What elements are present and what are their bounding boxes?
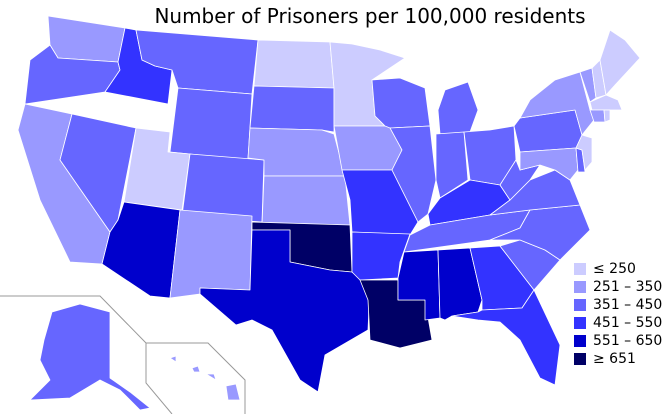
state-nd[interactable] [253, 39, 335, 89]
state-nm[interactable] [169, 209, 253, 299]
hawaii-inset-border-right [146, 342, 246, 414]
hawaii-inset-border [145, 343, 173, 414]
legend-label: 551 – 650 [593, 333, 663, 349]
legend-swatch [574, 335, 586, 347]
legend-item: ≥ 651 [574, 350, 662, 368]
legend-item: 251 – 350 [574, 278, 662, 296]
state-il[interactable] [389, 125, 437, 223]
alaska-inset-border [0, 295, 147, 344]
state-ks[interactable] [261, 175, 351, 226]
state-sd[interactable] [249, 85, 335, 133]
legend-label: 351 – 450 [593, 297, 663, 313]
state-hi[interactable] [169, 355, 241, 401]
legend-item: ≤ 250 [574, 260, 662, 278]
state-fl[interactable] [451, 289, 561, 386]
state-me[interactable] [599, 29, 641, 96]
legend-item: 551 – 650 [574, 332, 662, 350]
legend-label: 251 – 350 [593, 279, 663, 295]
state-ri[interactable] [603, 109, 611, 123]
state-mi[interactable] [437, 81, 479, 135]
state-nc[interactable] [489, 204, 591, 261]
state-wa[interactable] [47, 15, 126, 63]
state-wy[interactable] [169, 87, 253, 161]
legend-item: 351 – 450 [574, 296, 662, 314]
legend-item: 451 – 550 [574, 314, 662, 332]
legend-swatch [574, 263, 586, 275]
legend-label: ≤ 250 [593, 261, 636, 277]
state-ak[interactable] [29, 303, 151, 411]
legend-swatch [574, 353, 586, 365]
map-title: Number of Prisoners per 100,000 resident… [154, 4, 586, 28]
state-nj[interactable] [575, 134, 593, 171]
legend: ≤ 250 251 – 350 351 – 450 451 – 550 551 … [574, 260, 662, 368]
legend-swatch [574, 281, 586, 293]
state-wi[interactable] [371, 77, 431, 129]
state-ia[interactable] [333, 125, 403, 171]
state-in[interactable] [435, 131, 469, 199]
legend-swatch [574, 317, 586, 329]
legend-label: ≥ 651 [593, 351, 636, 367]
state-tx[interactable] [199, 229, 371, 393]
legend-swatch [574, 299, 586, 311]
legend-label: 451 – 550 [593, 315, 663, 331]
